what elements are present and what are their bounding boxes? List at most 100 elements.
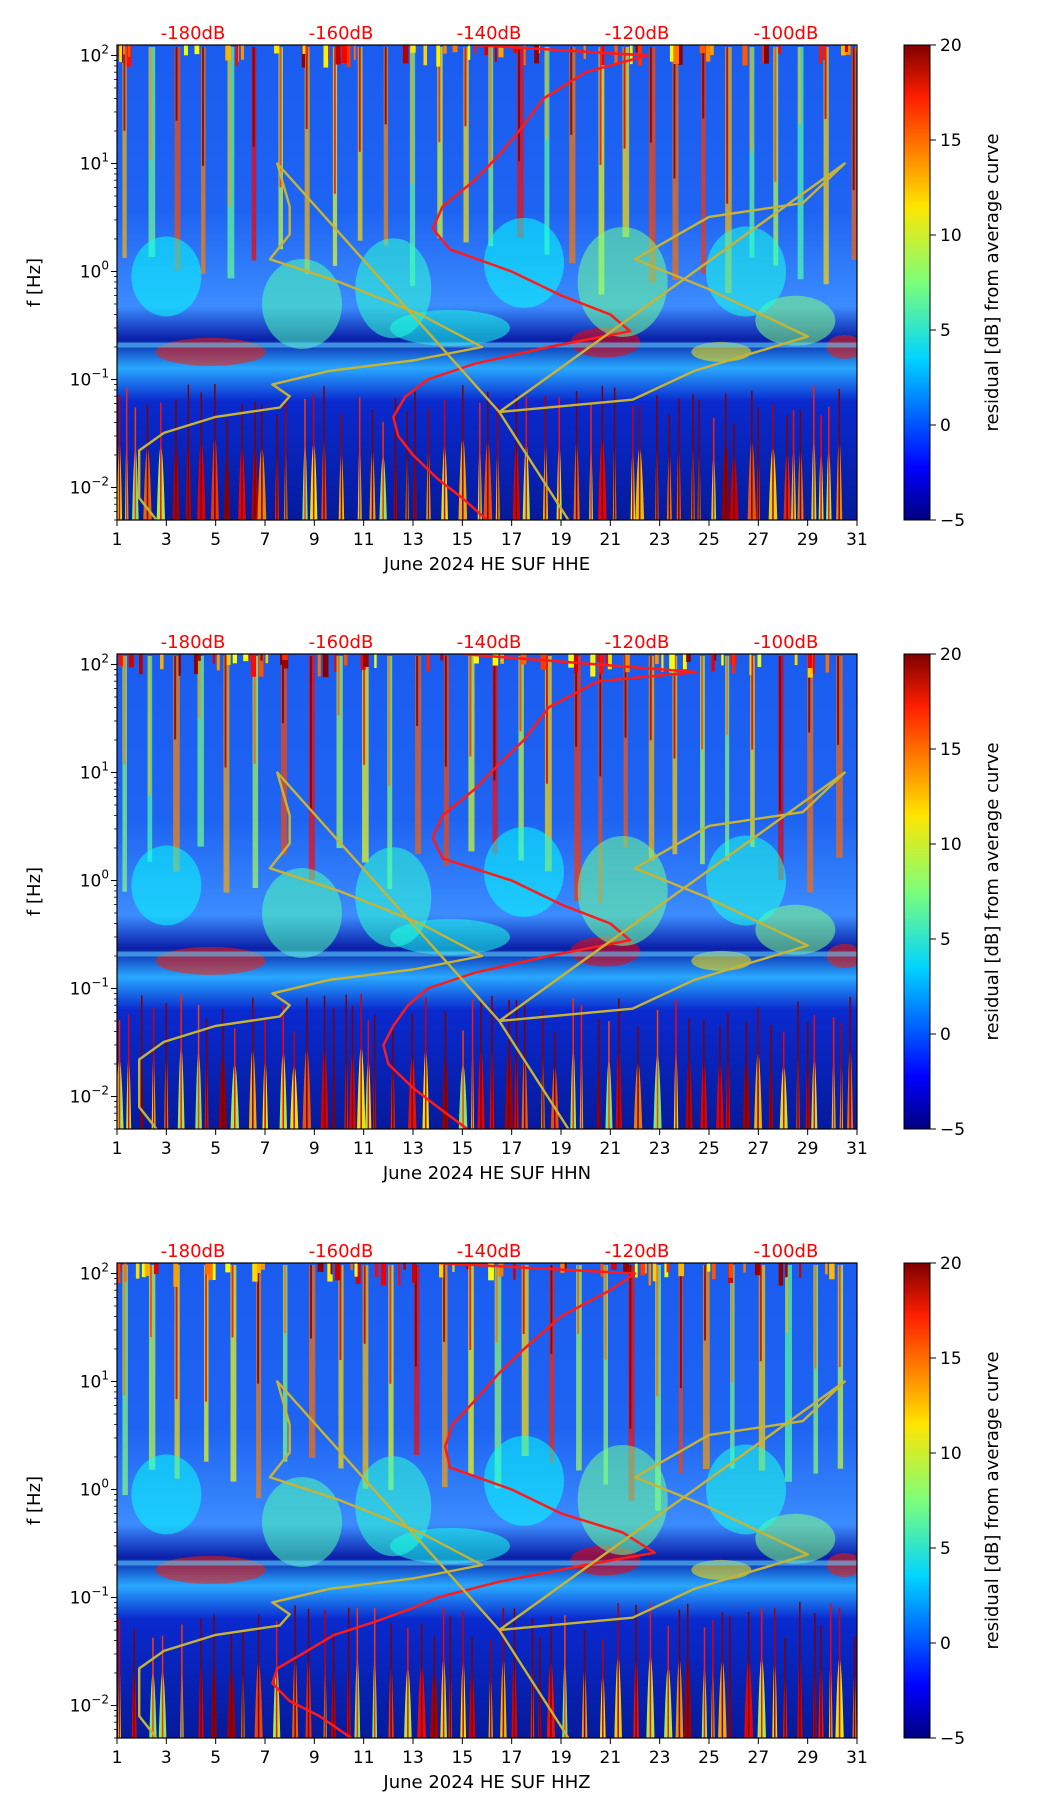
db-label: -140dB <box>457 1241 522 1262</box>
heatmap-noise-dot <box>484 45 489 56</box>
heatmap-noise-dot <box>568 654 574 668</box>
heatmap-noise-dot <box>686 654 691 662</box>
heatmap-noise-dot <box>540 654 547 670</box>
heatmap-stripe-core <box>519 655 522 732</box>
heatmap-band <box>117 342 857 348</box>
heatmap-noise-dot <box>523 45 526 66</box>
x-tick-label: 7 <box>260 1139 271 1159</box>
heatmap-noise-dot <box>732 654 736 674</box>
heatmap-stripe <box>598 46 605 295</box>
heatmap-top-noise <box>117 1263 835 1287</box>
y-axis-label: f [Hz] <box>24 258 45 307</box>
heatmap-noise-dot <box>623 1263 630 1275</box>
heatmap-noise-dot <box>560 1263 565 1273</box>
heatmap-stripe <box>544 655 552 872</box>
heatmap-stripe-core <box>814 1264 817 1369</box>
heatmap-stripe <box>758 1264 766 1471</box>
heatmap-noise-dot <box>350 1263 353 1271</box>
heatmap-noise-dot <box>398 1263 401 1285</box>
heatmap-noise-dot <box>353 45 356 60</box>
heatmap-stripe <box>836 655 843 858</box>
heatmap-noise-dot <box>778 45 782 55</box>
heatmap-noise-dot <box>822 45 827 61</box>
heatmap-stripe-core <box>673 655 676 759</box>
heatmap-stripe-core <box>444 655 447 767</box>
colorbar-tick-label: 0 <box>940 1634 951 1654</box>
heatmap-blob <box>484 1435 564 1526</box>
heatmap-blob <box>390 309 510 346</box>
heatmap-stripe-core <box>337 655 340 716</box>
x-tick-label: 31 <box>846 1748 868 1768</box>
heatmap-stripe <box>700 655 705 865</box>
heatmap-noise-dot <box>243 654 249 662</box>
heatmap-stripe-core <box>123 46 126 131</box>
heatmap-stripe-core <box>518 46 521 162</box>
heatmap-blob <box>390 1527 510 1564</box>
heatmap-noise-dot <box>194 45 200 55</box>
heatmap-hf-stripes <box>122 655 843 903</box>
heatmap-stripe-core <box>798 46 801 125</box>
heatmap-noise-dot <box>743 1263 746 1273</box>
heatmap-noise-dot <box>534 45 540 64</box>
heatmap-noise-dot <box>225 1263 231 1273</box>
psd-curve <box>392 45 649 520</box>
heatmap-stripe <box>725 46 732 294</box>
heatmap-stripe-core <box>358 46 361 152</box>
heatmap-noise-dot <box>363 654 369 667</box>
heatmap-stripe <box>797 46 804 280</box>
heatmap-stripe <box>122 46 127 258</box>
heatmap-stripe-core <box>545 655 548 784</box>
heatmap-noise-dot <box>707 1263 711 1272</box>
heatmap-noise-dot <box>757 654 762 667</box>
x-axis-label: June 2024 HE SUF HHE <box>383 554 590 575</box>
heatmap-stripe <box>252 655 259 889</box>
heatmap-blob <box>262 1476 342 1567</box>
heatmap-stripe-core <box>623 46 626 149</box>
heatmap-stripe-core <box>679 1264 682 1389</box>
heatmap-noise-dot <box>423 45 428 66</box>
heatmap-noise-dot <box>173 1263 179 1287</box>
x-tick-label: 17 <box>501 1748 523 1768</box>
db-label: -140dB <box>457 632 522 653</box>
heatmap-noise-dot <box>754 1263 761 1276</box>
heatmap-stripe <box>574 655 582 901</box>
heatmap-stripe-core <box>493 655 496 781</box>
heatmap-noise-dot <box>183 45 189 56</box>
y-axis-label: f [Hz] <box>24 1476 45 1525</box>
heatmap-noise-dot <box>607 654 612 670</box>
heatmap-noise-dot <box>605 654 609 667</box>
colorbar: 20 15 10 5 0 −5 residual [dB] from average cur… <box>903 1254 1003 1749</box>
x-tick-label: 27 <box>748 1139 770 1159</box>
heatmap-noise-dot <box>301 45 305 68</box>
x-axis-label: June 2024 HE SUF HHN <box>382 1163 591 1184</box>
heatmap-noise-dot <box>119 45 122 63</box>
y-tick-label: 101 <box>80 759 109 783</box>
heatmap-noise-dot <box>411 1263 417 1283</box>
heatmap-noise-dot <box>127 45 131 57</box>
heatmap-noise-dot <box>302 45 309 56</box>
heatmap-blob <box>262 867 342 958</box>
heatmap-stripe <box>415 655 422 855</box>
heatmap-noise-dot <box>488 1263 494 1281</box>
heatmap-stripe <box>122 655 127 892</box>
heatmap-stripe-core <box>416 655 419 726</box>
heatmap-noise-dot <box>282 654 288 661</box>
heatmap-noise-dot <box>829 1263 835 1280</box>
colorbar: 20 15 10 5 0 −5 residual [dB] from average cur… <box>903 645 1003 1140</box>
heatmap-stripe-core <box>231 1264 234 1338</box>
x-tick-label: 21 <box>600 1139 622 1159</box>
y-tick-label: 101 <box>80 1368 109 1392</box>
heatmap-noise-dot <box>785 1263 788 1278</box>
y-tick-label: 102 <box>80 651 109 675</box>
heatmap-stripe <box>750 655 755 848</box>
heatmap-stripe-core <box>363 1264 366 1344</box>
heatmap-stripe <box>197 655 204 847</box>
heatmap-noise-dot <box>492 654 499 666</box>
heatmap-noise-dot <box>440 654 444 661</box>
heatmap-stripe-core <box>389 1264 392 1384</box>
heatmap-spike <box>117 1059 124 1129</box>
heatmap-noise-dot <box>513 1263 516 1280</box>
x-tick-label: 19 <box>550 530 572 550</box>
